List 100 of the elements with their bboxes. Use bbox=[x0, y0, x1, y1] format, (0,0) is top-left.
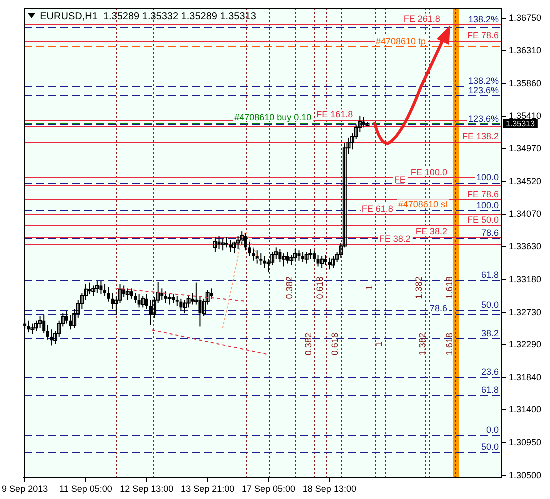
x-tick-label: 18 Sep 13:00 bbox=[302, 484, 356, 494]
y-tick-label: 1.30500 bbox=[509, 470, 542, 480]
ref-line-label: #4708610 buy 0.10 bbox=[234, 112, 312, 123]
ref-line-label: FE 100.0 bbox=[410, 167, 448, 178]
y-tick-label: 1.32730 bbox=[509, 307, 542, 318]
y-tick-label: 1.34970 bbox=[509, 143, 542, 154]
candlestick bbox=[126, 288, 130, 301]
ref-line-label: FE 38.2 bbox=[416, 226, 448, 237]
text: 1.35313 bbox=[506, 120, 536, 129]
annotation: 23.6 bbox=[481, 367, 500, 378]
candlestick bbox=[42, 314, 46, 334]
candlestick bbox=[328, 257, 332, 270]
candlestick bbox=[92, 285, 96, 296]
y-tick-label: 1.35860 bbox=[509, 78, 542, 88]
candlestick bbox=[27, 320, 30, 334]
annotation: 123.6% bbox=[468, 114, 500, 124]
annotation: 0.618 bbox=[314, 276, 325, 300]
y-tick-label: 1.32290 bbox=[509, 340, 542, 350]
candlestick bbox=[141, 295, 146, 308]
candlestick bbox=[298, 250, 301, 262]
annotation: 0.618 bbox=[330, 333, 340, 356]
ref-line-label: FE 161.8 bbox=[316, 110, 354, 120]
candlestick bbox=[225, 236, 228, 248]
x-tick-label: 11 Sep 05:00 bbox=[60, 484, 112, 494]
x-tick-label: 9 Sep 2013 bbox=[2, 484, 48, 494]
candlestick bbox=[95, 280, 100, 294]
y-tick-label: 1.33630 bbox=[509, 241, 542, 252]
annotation: 138.2% bbox=[468, 76, 500, 86]
ref-line-label: FE 38.2 bbox=[379, 234, 411, 244]
ref-line-label: FE 61.8 bbox=[362, 204, 394, 214]
annotation: 1.618 bbox=[444, 276, 454, 300]
candlestick bbox=[316, 254, 320, 268]
chart-title: EURUSD,H1 1.35289 1.35332 1.35289 1.35313 bbox=[40, 11, 257, 22]
candlestick bbox=[236, 235, 240, 250]
candlestick bbox=[50, 329, 54, 346]
annotation: 78.6 bbox=[481, 228, 500, 238]
candlestick bbox=[278, 248, 282, 263]
annotation: 1 bbox=[374, 342, 384, 347]
y-tick-label: 1.36750 bbox=[509, 13, 542, 24]
candlestick bbox=[302, 252, 305, 263]
candlestick bbox=[191, 292, 194, 306]
candlestick bbox=[100, 280, 103, 296]
annotation: 138.2% bbox=[468, 14, 500, 24]
y-tick-label: 1.34070 bbox=[509, 209, 542, 220]
candlestick bbox=[324, 254, 328, 266]
candlestick bbox=[312, 250, 316, 263]
annotation: 50.0 bbox=[481, 300, 500, 310]
candlestick bbox=[293, 248, 298, 262]
ref-line-label: #4708610 tp bbox=[376, 36, 426, 46]
candlestick bbox=[104, 284, 107, 296]
candlestick bbox=[218, 235, 221, 250]
candlestick bbox=[138, 294, 141, 308]
candlestick bbox=[213, 236, 218, 253]
ref-line-label: FE 138.2 bbox=[462, 132, 500, 142]
annotation: 123.6% bbox=[468, 85, 500, 96]
annotation: 61.8 bbox=[481, 384, 500, 395]
annotation: 0.0 bbox=[486, 425, 500, 436]
y-tick-label: 1.31840 bbox=[509, 372, 542, 382]
annotation: 1.382 bbox=[414, 276, 424, 300]
annotation: 100.0 bbox=[476, 172, 500, 183]
candlestick bbox=[304, 252, 309, 264]
candlestick bbox=[221, 238, 226, 252]
candlestick bbox=[282, 253, 286, 268]
candlestick bbox=[176, 295, 179, 307]
candlestick bbox=[308, 248, 313, 260]
candlestick bbox=[332, 256, 336, 269]
y-tick-label: 1.33180 bbox=[509, 274, 542, 284]
y-tick-label: 1.36310 bbox=[509, 45, 542, 56]
y-tick-label: 1.31400 bbox=[509, 404, 542, 415]
ref-line-label: FE bbox=[394, 174, 406, 185]
ref-line-label: FE 78.6 bbox=[467, 30, 500, 41]
y-tick-label: 1.34520 bbox=[509, 176, 542, 186]
candlestick bbox=[286, 252, 290, 264]
annotation: 0.382 bbox=[303, 333, 314, 356]
y-tick-label: 1.35410 bbox=[509, 111, 542, 122]
candlestick bbox=[34, 320, 38, 332]
x-tick-label: 17 Sep 05:00 bbox=[242, 484, 296, 494]
candlestick bbox=[260, 253, 263, 266]
candlestick bbox=[182, 300, 187, 314]
annotation: 78.6 bbox=[430, 304, 448, 314]
ref-line-label: FE 50.0 bbox=[467, 215, 500, 226]
ref-line-label: #4708610 sl bbox=[398, 200, 448, 210]
x-tick-label: 13 Sep 21:00 bbox=[181, 484, 235, 494]
candlestick bbox=[65, 310, 68, 324]
candlestick bbox=[252, 247, 256, 262]
annotation: 50.0 bbox=[481, 442, 500, 452]
annotation: 1.618 bbox=[444, 333, 454, 356]
ref-line-label: FE 261.8 bbox=[404, 14, 440, 24]
annotation: 0.382 bbox=[284, 276, 294, 300]
ref-line-label: FE 78.6 bbox=[467, 189, 500, 200]
annotation: 100.0 bbox=[476, 200, 500, 210]
candlestick bbox=[130, 288, 134, 300]
annotation: 61.8 bbox=[481, 270, 500, 280]
x-tick-label: 12 Sep 13:00 bbox=[120, 484, 174, 494]
candlestick bbox=[168, 294, 172, 306]
candlestick bbox=[320, 256, 324, 269]
candlestick bbox=[88, 282, 92, 296]
annotation: 38.2 bbox=[481, 328, 500, 338]
candlestick bbox=[134, 292, 137, 304]
y-tick-label: 1.30950 bbox=[509, 438, 542, 448]
